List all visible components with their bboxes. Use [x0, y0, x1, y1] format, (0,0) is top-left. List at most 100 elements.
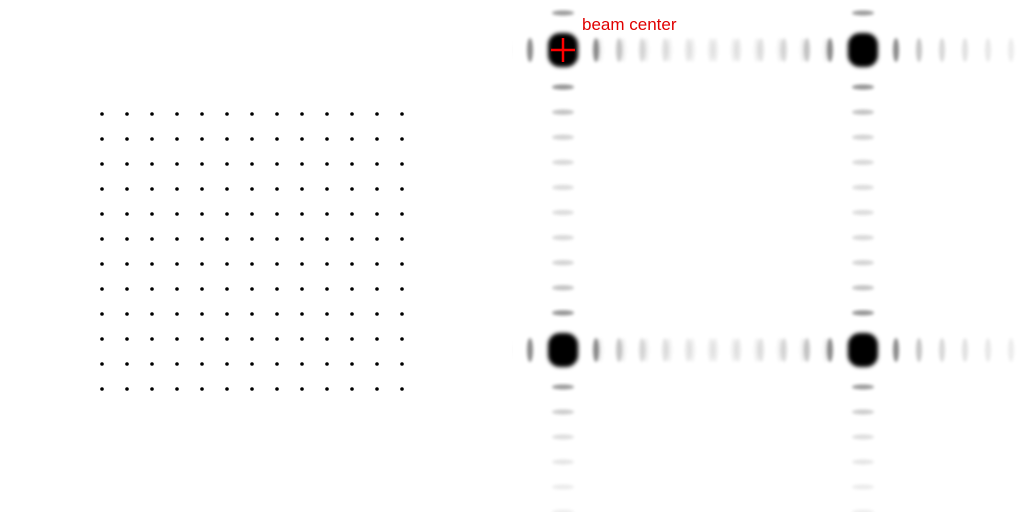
fringe: [389, 38, 395, 62]
lattice-point: [150, 262, 154, 266]
lattice-point: [225, 312, 229, 316]
diffraction-peak: [848, 33, 878, 67]
lattice-point: [200, 362, 204, 366]
lattice-point: [275, 362, 279, 366]
lattice-point: [250, 387, 254, 391]
fringe: [297, 38, 303, 62]
fringe: [552, 509, 574, 512]
lattice-point: [100, 362, 104, 366]
lattice-point: [300, 287, 304, 291]
lattice-point: [100, 137, 104, 141]
annotation: beam center: [582, 15, 677, 34]
lattice-point: [150, 112, 154, 116]
fringe: [1008, 38, 1014, 62]
lattice-point: [400, 212, 404, 216]
lattice-point: [150, 362, 154, 366]
lattice-point: [400, 112, 404, 116]
lattice-point: [300, 187, 304, 191]
lattice-point: [400, 187, 404, 191]
lattice-point: [150, 162, 154, 166]
lattice-point: [200, 337, 204, 341]
lattice-point: [250, 187, 254, 191]
lattice-point: [100, 162, 104, 166]
lattice-point: [250, 237, 254, 241]
fringe: [343, 338, 349, 362]
fringe: [852, 160, 874, 166]
lattice-point: [150, 312, 154, 316]
lattice-point: [100, 187, 104, 191]
fringe: [643, 38, 649, 62]
lattice-point: [125, 162, 129, 166]
fringe: [552, 160, 574, 166]
lattice-point: [300, 162, 304, 166]
fringe: [552, 384, 574, 390]
fringe: [552, 459, 574, 465]
lattice-point: [200, 137, 204, 141]
lattice-point: [200, 162, 204, 166]
lattice-point: [125, 362, 129, 366]
lattice-point: [100, 287, 104, 291]
diffraction-pattern: [274, 10, 1014, 512]
lattice-point: [300, 312, 304, 316]
lattice-point: [400, 137, 404, 141]
lattice-point: [325, 162, 329, 166]
lattice-point: [325, 112, 329, 116]
lattice-point: [175, 337, 179, 341]
lattice-point: [225, 262, 229, 266]
lattice-point: [200, 212, 204, 216]
lattice-point: [275, 262, 279, 266]
lattice-point: [300, 112, 304, 116]
lattice-point: [275, 112, 279, 116]
lattice-point: [350, 162, 354, 166]
lattice-point: [300, 212, 304, 216]
lattice-point: [350, 212, 354, 216]
lattice-point: [300, 262, 304, 266]
lattice-point: [250, 212, 254, 216]
lattice-point: [375, 237, 379, 241]
lattice-point: [325, 312, 329, 316]
fringe: [758, 38, 764, 62]
fringe: [852, 434, 874, 440]
lattice-point: [350, 187, 354, 191]
lattice-point: [250, 162, 254, 166]
fringe: [504, 38, 510, 62]
lattice-point: [200, 237, 204, 241]
lattice-point: [200, 387, 204, 391]
fringe: [620, 338, 626, 362]
fringe: [574, 338, 580, 362]
fringe: [527, 338, 533, 362]
lattice-point: [325, 212, 329, 216]
lattice-point: [225, 137, 229, 141]
lattice-point: [250, 287, 254, 291]
lattice-point: [350, 387, 354, 391]
lattice-point: [200, 112, 204, 116]
fringe: [758, 338, 764, 362]
lattice-point: [175, 262, 179, 266]
fringe: [274, 38, 280, 62]
lattice-point: [300, 137, 304, 141]
fringe: [916, 338, 922, 362]
fringe: [852, 285, 874, 291]
fringe: [412, 338, 418, 362]
lattice-point: [325, 287, 329, 291]
fringe: [852, 35, 874, 41]
fringe: [297, 338, 303, 362]
fringe: [552, 260, 574, 266]
lattice-point: [225, 287, 229, 291]
diffraction-peak: [548, 333, 578, 367]
fringe: [552, 110, 574, 116]
lattice-point: [100, 237, 104, 241]
fringe: [620, 38, 626, 62]
fringe: [552, 434, 574, 440]
fringe: [552, 60, 574, 66]
fringe: [893, 38, 899, 62]
fringe: [852, 459, 874, 465]
fringe: [666, 338, 672, 362]
fringe: [962, 338, 968, 362]
lattice-point: [200, 187, 204, 191]
fringe: [689, 338, 695, 362]
lattice-point: [375, 287, 379, 291]
fringe: [527, 38, 533, 62]
lattice-point: [100, 112, 104, 116]
fringe: [552, 185, 574, 191]
